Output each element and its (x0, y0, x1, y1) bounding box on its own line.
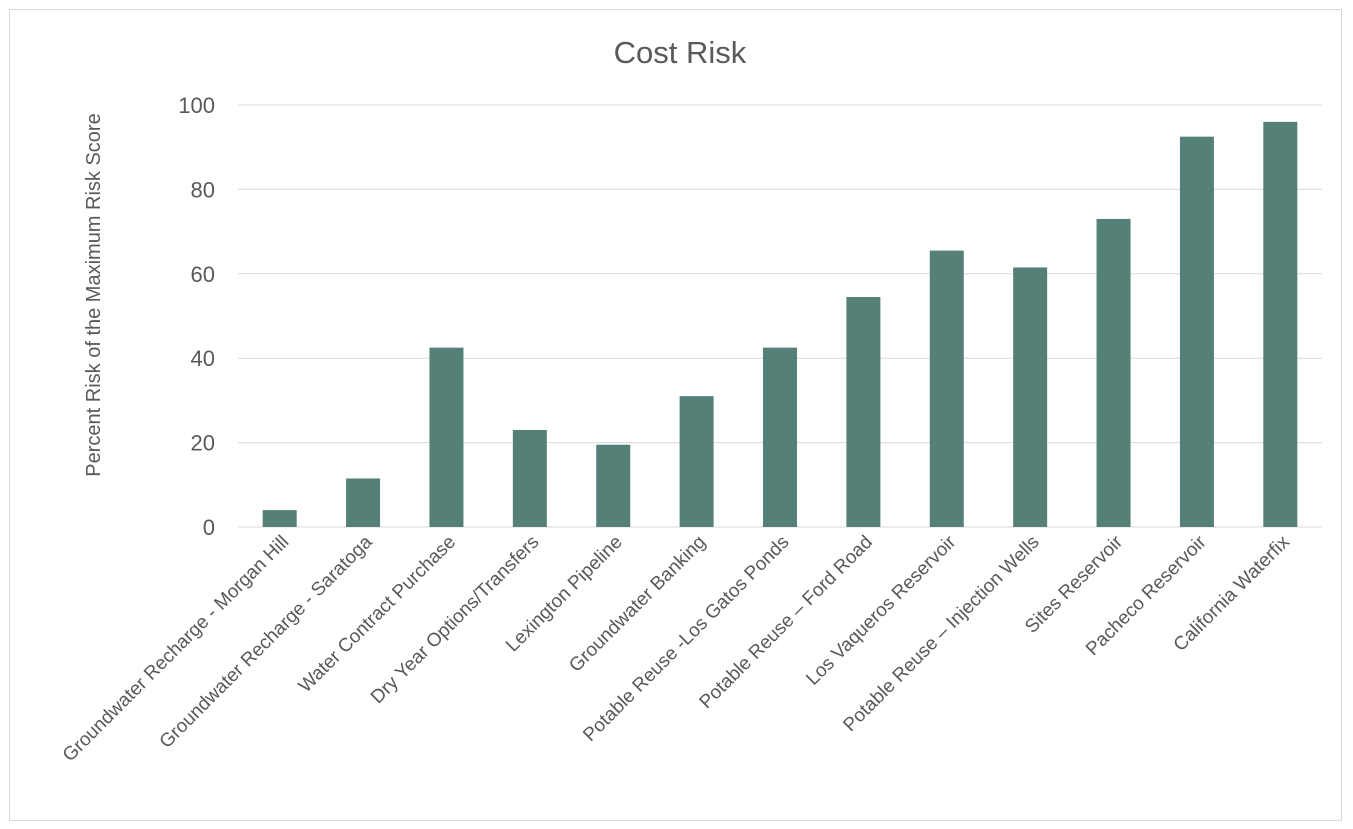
bar (1096, 218, 1131, 527)
y-tick-label: 60 (191, 262, 215, 287)
y-tick-label: 20 (191, 431, 215, 456)
bar (1263, 121, 1298, 527)
bar (1179, 136, 1214, 527)
bars (262, 121, 1298, 527)
bar (596, 444, 631, 527)
y-tick-label: 100 (178, 93, 215, 118)
bar (763, 347, 797, 527)
y-tick-label: 80 (191, 177, 215, 202)
bar (262, 510, 297, 527)
bar (429, 347, 464, 527)
bar (346, 478, 381, 527)
bar (679, 396, 714, 527)
chart-title: Cost Risk (614, 35, 747, 70)
x-tick-label: Potable Reuse – Ford Road (696, 532, 877, 713)
y-tick-label: 0 (203, 515, 215, 540)
x-tick-label: Groundwater Banking (565, 532, 710, 677)
x-tick-label: Water Contract Purchase (295, 532, 460, 697)
bar (929, 250, 964, 527)
bar (846, 297, 881, 527)
x-tick-label: Los Vaqueros Reservoir (802, 531, 960, 689)
gridlines (238, 104, 1322, 528)
y-axis-ticks: 0 20 40 60 80 100 (178, 93, 215, 540)
x-axis-ticks: Groundwater Recharge - Morgan HillGround… (59, 531, 1294, 766)
bar (1013, 267, 1048, 527)
bar (512, 429, 547, 527)
x-tick-label: Dry Year Options/Transfers (367, 532, 543, 708)
y-axis-label: Percent Risk of the Maximum Risk Score (83, 113, 105, 476)
y-tick-label: 40 (191, 346, 215, 371)
